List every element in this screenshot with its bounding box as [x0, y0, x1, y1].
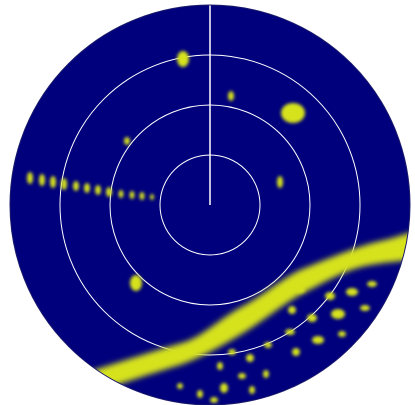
target-echo — [106, 187, 112, 197]
target-echo — [39, 174, 45, 186]
island-echo — [238, 373, 246, 379]
target-echo — [177, 51, 189, 67]
island-echo — [360, 305, 370, 311]
target-echo — [129, 191, 135, 199]
island-echo — [249, 386, 255, 394]
island-echo — [288, 306, 296, 314]
island-echoes — [177, 281, 377, 403]
island-echo — [228, 349, 236, 355]
island-echo — [210, 397, 218, 403]
target-echo — [95, 185, 101, 195]
island-echo — [177, 383, 183, 389]
target-echo — [73, 181, 79, 191]
target-echo — [228, 91, 234, 101]
target-echo — [281, 103, 305, 123]
island-echo — [312, 336, 324, 344]
island-echo — [217, 362, 223, 370]
island-echo — [197, 390, 203, 398]
coastline-echo — [88, 230, 410, 392]
island-echo — [307, 314, 317, 322]
scope-rim — [9, 4, 411, 405]
island-echo — [285, 329, 295, 335]
target-echo — [150, 194, 154, 200]
island-echo — [263, 370, 269, 378]
island-echo — [331, 309, 345, 319]
island-echo — [367, 281, 377, 287]
target-echo — [130, 275, 142, 291]
island-echo — [338, 331, 346, 337]
target-echo — [118, 190, 124, 198]
target-echo — [124, 137, 130, 145]
target-echoes — [27, 51, 377, 403]
island-echo — [220, 383, 228, 393]
target-echo — [277, 176, 283, 188]
island-echo — [295, 287, 305, 293]
target-echo — [27, 172, 33, 184]
island-echo — [325, 292, 335, 300]
target-echo — [84, 183, 90, 193]
island-echo — [246, 354, 254, 362]
island-echo — [346, 288, 358, 296]
island-echo — [264, 342, 272, 348]
island-echo — [292, 348, 300, 356]
target-echo — [50, 176, 56, 188]
target-echo — [139, 192, 145, 200]
radar-content — [27, 5, 410, 403]
target-echo — [61, 178, 67, 190]
target-line — [27, 172, 154, 200]
